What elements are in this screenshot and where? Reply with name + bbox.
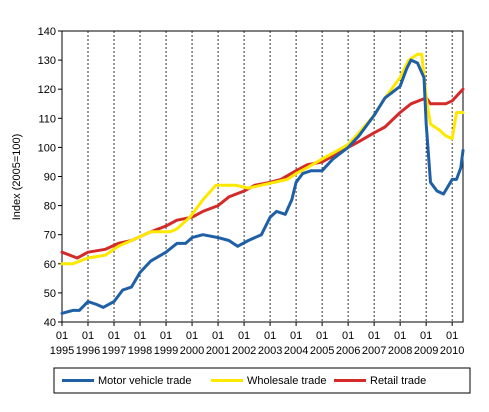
x-month-label: 01 [82, 330, 94, 342]
x-year-label: 2001 [206, 345, 230, 357]
x-month-label: 01 [134, 330, 146, 342]
y-tick-label: 110 [38, 113, 56, 125]
x-year-label: 2005 [310, 345, 334, 357]
x-year-label: 1997 [102, 345, 126, 357]
x-tick-labels: 01 1995 01 1996 01 1997 01 1998 01 1999 01 2000 01 20… [50, 330, 465, 357]
x-month-label: 01 [108, 330, 120, 342]
x-year-label: 2003 [258, 345, 282, 357]
x-month-label: 01 [316, 330, 328, 342]
x-year-label: 1998 [128, 345, 152, 357]
legend: Motor vehicle trade Wholesale trade Retail… [53, 367, 471, 394]
y-tick-label: 40 [44, 317, 56, 329]
legend-label: Wholesale trade [247, 375, 327, 387]
x-year-label: 2000 [180, 345, 204, 357]
y-axis-title: Index (2005=100) [11, 134, 23, 221]
x-month-label: 01 [342, 330, 354, 342]
series-line-0 [60, 58, 465, 315]
y-tick-labels: 40 50 60 70 80 90 100 110 120 130 140 [38, 26, 56, 329]
x-month-label: 01 [394, 330, 406, 342]
x-month-label: 01 [368, 330, 380, 342]
y-tick-label: 90 [44, 172, 56, 184]
x-month-label: 01 [446, 330, 458, 342]
y-tick-label: 100 [38, 142, 56, 154]
y-tick-label: 130 [38, 55, 56, 67]
y-tick-label: 80 [44, 201, 56, 213]
axes [58, 30, 464, 326]
x-month-label: 01 [160, 330, 172, 342]
y-tick-label: 120 [38, 84, 56, 96]
x-month-label: 01 [56, 330, 68, 342]
x-year-label: 2009 [414, 345, 438, 357]
x-year-label: 2007 [362, 345, 386, 357]
x-year-label: 1999 [154, 345, 178, 357]
legend-label: Motor vehicle trade [98, 375, 192, 387]
x-year-label: 2006 [336, 345, 360, 357]
x-month-label: 01 [420, 330, 432, 342]
grid [87, 31, 453, 322]
x-month-label: 01 [238, 330, 250, 342]
series-lines [60, 52, 465, 315]
x-month-label: 01 [264, 330, 276, 342]
y-tick-label: 50 [44, 288, 56, 300]
y-tick-label: 70 [44, 230, 56, 242]
y-tick-label: 60 [44, 259, 56, 271]
x-year-label: 2004 [284, 345, 308, 357]
x-month-label: 01 [290, 330, 302, 342]
x-year-label: 1995 [50, 345, 74, 357]
legend-label: Retail trade [370, 375, 426, 387]
x-month-label: 01 [186, 330, 198, 342]
x-year-label: 2002 [232, 345, 256, 357]
y-tick-label: 140 [38, 26, 56, 38]
legend-box [53, 367, 471, 394]
x-year-label: 2010 [440, 345, 464, 357]
x-month-label: 01 [212, 330, 224, 342]
x-year-label: 2008 [388, 345, 412, 357]
x-year-label: 1996 [76, 345, 100, 357]
